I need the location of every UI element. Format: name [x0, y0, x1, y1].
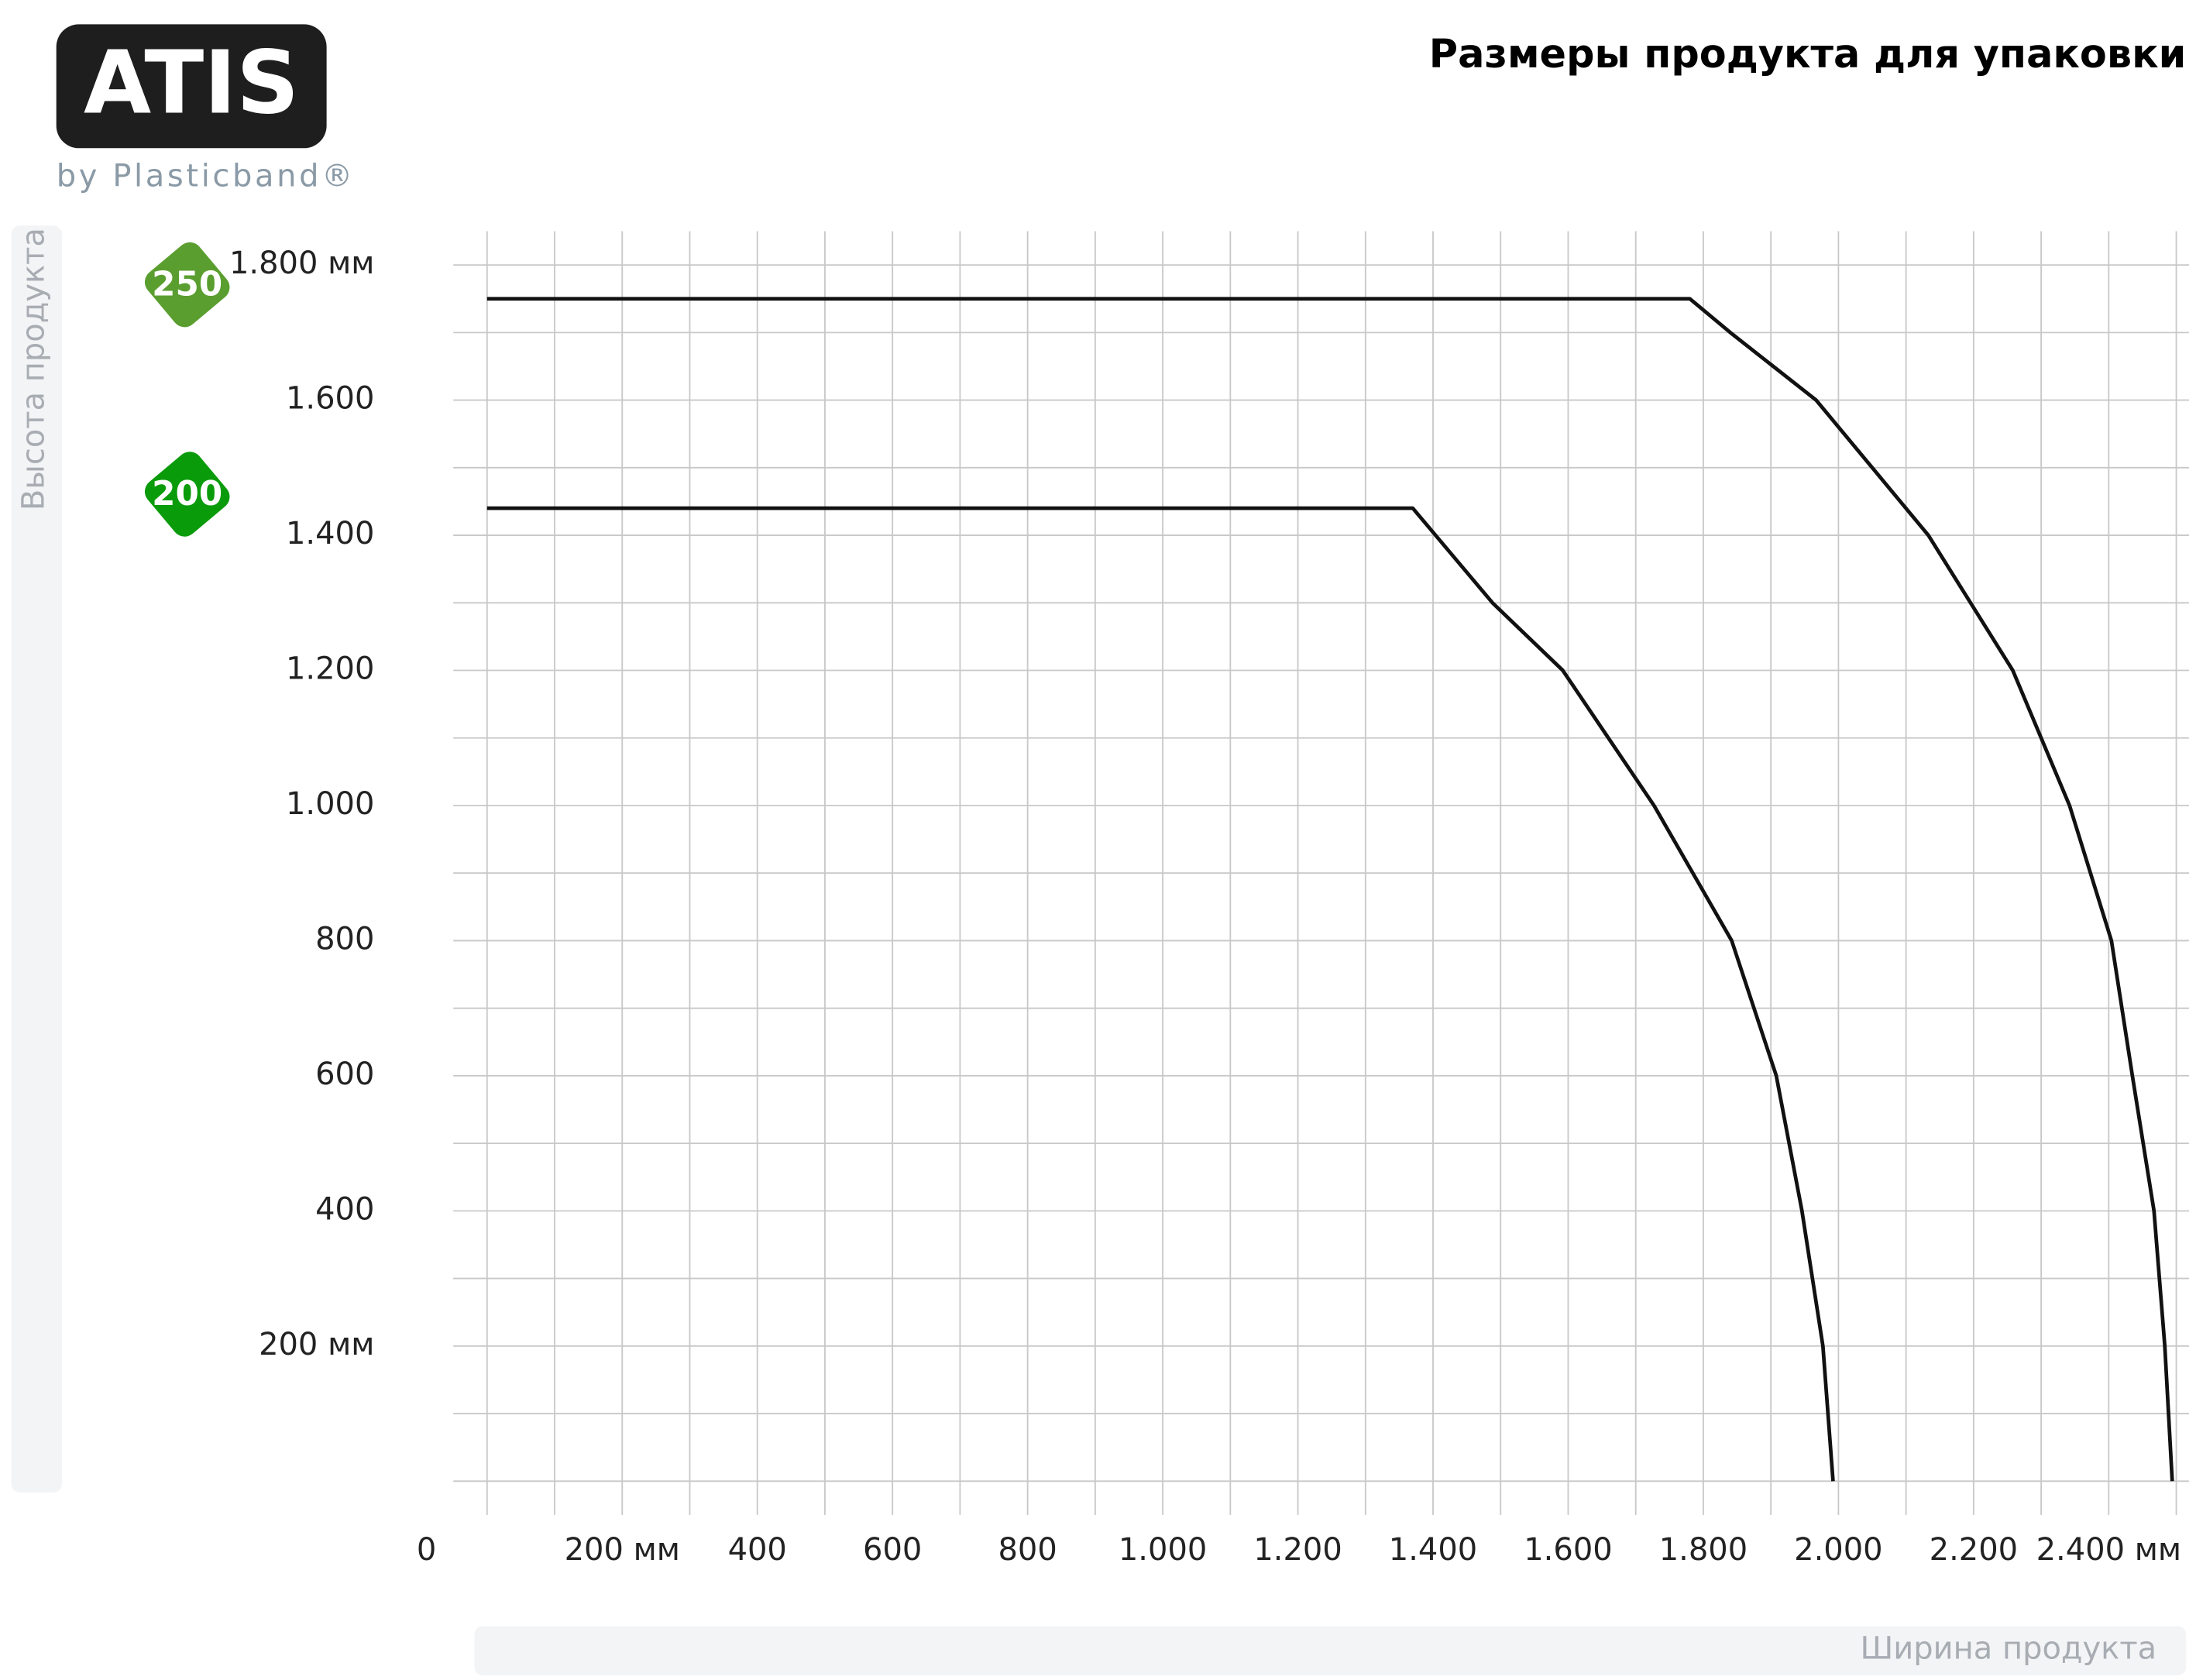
logo-brand: ATIS — [84, 32, 299, 134]
x-tick-label: 2.200 — [1930, 1532, 2018, 1568]
y-tick-label: 200 мм — [259, 1327, 374, 1362]
x-tick-label: 1.800 — [1659, 1532, 1748, 1568]
y-tick-label: 800 — [315, 921, 374, 957]
y-tick-label: 1.600 — [286, 381, 374, 417]
x-tick-label: 1.000 — [1119, 1532, 1207, 1568]
y-axis-label: Высота продукта — [15, 228, 51, 510]
legend-label: 250 — [152, 265, 222, 304]
x-tick-label: 1.600 — [1524, 1532, 1612, 1568]
legend-badge: 200 — [144, 452, 230, 537]
y-tick-label: 1.400 — [286, 516, 374, 551]
y-tick-label: 1.000 — [286, 786, 374, 822]
x-tick-label: 400 — [728, 1532, 787, 1568]
legend-badge: 250 — [144, 242, 230, 328]
line — [486, 297, 2174, 1482]
y-tick-label: 400 — [315, 1191, 374, 1227]
x-tick-label: 2.000 — [1794, 1532, 1882, 1568]
badge-shape — [144, 242, 230, 328]
logo-box — [56, 24, 327, 149]
legend-label: 200 — [152, 475, 222, 514]
x-axis-label: Ширина продукта — [1861, 1630, 2157, 1666]
x-tick-label: 600 — [863, 1532, 922, 1568]
y-tick-label: 1.200 — [286, 651, 374, 687]
x-tick-label: 200 мм — [565, 1532, 680, 1568]
y-tick-label: 1.800 мм — [229, 246, 374, 281]
chart-title: Размеры продукта для упаковки — [1429, 31, 2186, 77]
x-tick-label: 1.200 — [1253, 1532, 1342, 1568]
x-tick-label: 800 — [998, 1532, 1057, 1568]
x-tick-label: 2.400 мм — [2036, 1532, 2181, 1568]
y-label-panel — [11, 225, 62, 1493]
y-tick-label: 600 — [315, 1056, 374, 1092]
x-tick-label: 1.400 — [1389, 1532, 1477, 1568]
x-label-panel — [474, 1626, 2187, 1676]
x-tick-label: 0 — [417, 1532, 436, 1568]
badge-shape — [144, 452, 230, 537]
logo-tagline: by Plasticband® — [57, 158, 356, 194]
line — [486, 506, 1835, 1482]
